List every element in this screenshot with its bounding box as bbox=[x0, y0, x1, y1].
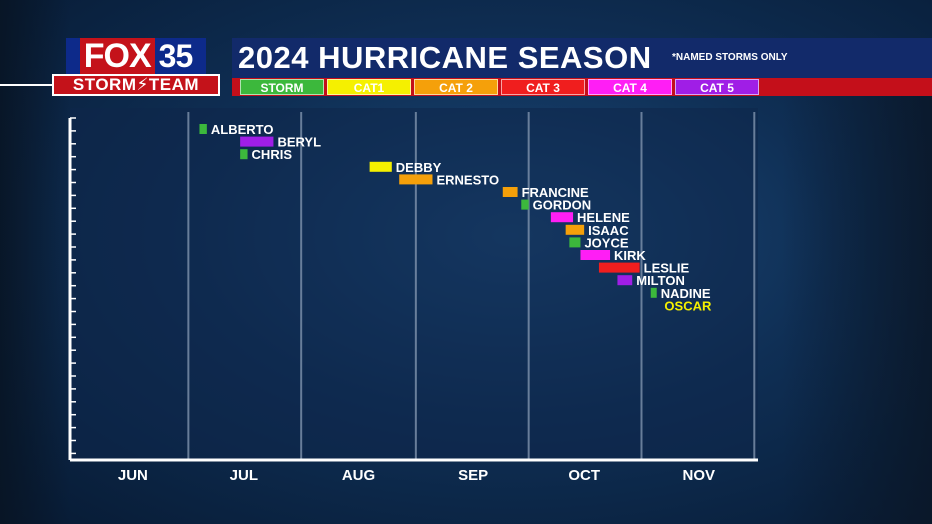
background-right-shade bbox=[782, 90, 932, 524]
storm-bar-helene bbox=[550, 212, 574, 223]
storm-label-beryl: BERYL bbox=[277, 135, 321, 150]
storm-bar-chris bbox=[240, 149, 248, 160]
storm-bar-isaac bbox=[565, 224, 585, 235]
logo-storm-team: STORM⚡TEAM bbox=[52, 74, 220, 96]
legend-item-cat1: CAT1 bbox=[327, 79, 411, 95]
logo-brand: FOX bbox=[79, 38, 155, 74]
storm-label-alberto: ALBERTO bbox=[211, 122, 274, 137]
storm-label-francine: FRANCINE bbox=[522, 185, 589, 200]
storm-label-debby: DEBBY bbox=[396, 160, 442, 175]
storm-bar-kirk bbox=[580, 250, 611, 260]
x-tick-label-sep: SEP bbox=[458, 467, 488, 484]
storm-label-oscar: OSCAR bbox=[664, 298, 712, 313]
x-tick-label-jun: JUN bbox=[118, 467, 148, 484]
legend-item-cat-5: CAT 5 bbox=[675, 79, 759, 95]
fox35-logo: FOX 35 STORM⚡TEAM bbox=[52, 38, 220, 96]
legend-item-cat-4: CAT 4 bbox=[588, 79, 672, 95]
storm-bar-beryl bbox=[240, 136, 274, 147]
storm-label-joyce: JOYCE bbox=[584, 235, 628, 250]
storm-label-gordon: GORDON bbox=[533, 198, 592, 213]
storm-bar-debby bbox=[369, 161, 392, 172]
storm-label-ernesto: ERNESTO bbox=[436, 172, 499, 187]
logo-number: 35 bbox=[158, 38, 194, 74]
storm-label-chris: CHRIS bbox=[252, 147, 293, 162]
storm-bar-leslie bbox=[598, 262, 640, 273]
logo-accent-line bbox=[0, 84, 52, 86]
storm-label-kirk: KIRK bbox=[614, 248, 646, 263]
x-tick-label-jul: JUL bbox=[230, 467, 258, 484]
storm-bar-ernesto bbox=[399, 174, 433, 185]
page-title: 2024 HURRICANE SEASON bbox=[238, 40, 652, 75]
storm-bar-milton bbox=[617, 275, 633, 286]
legend-item-cat-2: CAT 2 bbox=[414, 79, 498, 95]
chart-panel bbox=[70, 108, 758, 460]
storm-label-nadine: NADINE bbox=[661, 286, 711, 301]
x-tick-label-nov: NOV bbox=[683, 467, 716, 484]
legend-item-storm: STORM bbox=[240, 79, 324, 95]
storm-label-milton: MILTON bbox=[636, 273, 685, 288]
storm-bar-gordon bbox=[521, 199, 529, 210]
storm-label-leslie: LESLIE bbox=[644, 261, 690, 276]
storm-bar-joyce bbox=[569, 237, 581, 248]
storm-bar-nadine bbox=[650, 287, 657, 298]
storm-bar-alberto bbox=[199, 124, 207, 134]
legend-item-cat-3: CAT 3 bbox=[501, 79, 585, 95]
x-tick-label-aug: AUG bbox=[342, 467, 375, 484]
named-storms-note: *NAMED STORMS ONLY bbox=[672, 52, 788, 63]
storm-label-helene: HELENE bbox=[577, 210, 630, 225]
storm-label-isaac: ISAAC bbox=[588, 223, 629, 238]
header-band bbox=[232, 38, 932, 78]
x-tick-label-oct: OCT bbox=[568, 467, 600, 484]
storm-bar-francine bbox=[502, 187, 518, 197]
